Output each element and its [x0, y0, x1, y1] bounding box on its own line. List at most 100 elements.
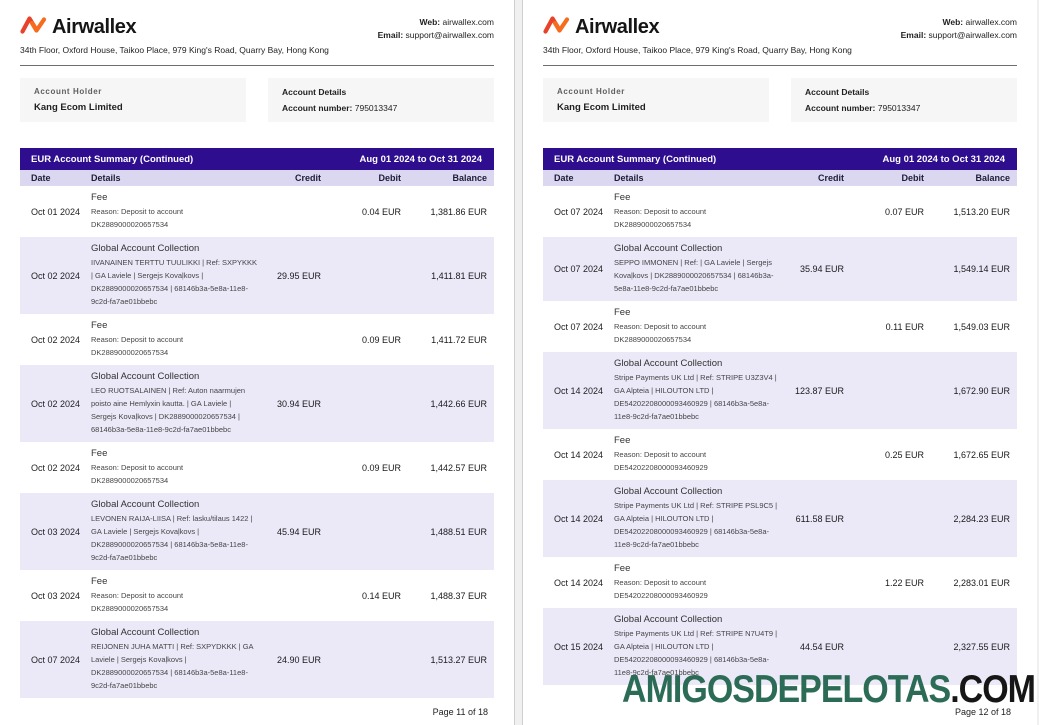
transaction-details: Fee Reason: Deposit to account DK28890000… — [91, 186, 251, 237]
column-header-balance: Balance — [975, 173, 1010, 183]
transaction-detail-lines: SEPPO IMMONEN | Ref: | GA Laviele | Serg… — [614, 256, 774, 295]
table-row: Oct 03 2024 Global Account Collection LE… — [20, 493, 494, 570]
table-rows: Oct 07 2024 Fee Reason: Deposit to accou… — [543, 186, 1017, 685]
transaction-details: Fee Reason: Deposit to account DK28890000… — [614, 301, 774, 352]
transaction-detail-line: DK2889000020657534 — [91, 348, 169, 357]
transaction-details: Global Account Collection REIJONEN JUHA … — [91, 621, 254, 698]
web-value: airwallex.com — [965, 17, 1018, 27]
column-header-details: Details — [91, 173, 121, 183]
watermark-suffix-text: .COM — [950, 667, 1036, 712]
transaction-detail-lines: Stripe Payments UK Ltd | Ref: STRIPE PSL… — [614, 499, 778, 551]
transaction-detail-line: Stripe Payments UK Ltd | Ref: STRIPE PSL… — [614, 501, 778, 510]
transaction-detail-line: GA Alpteia | HILOUTON LTD | — [614, 514, 714, 523]
transaction-detail-line: Reason: Deposit to account — [614, 450, 707, 459]
transaction-date: Oct 02 2024 — [31, 334, 81, 345]
airwallex-logo: Airwallex — [543, 14, 660, 40]
transaction-balance: 1,672.65 EUR — [953, 449, 1010, 460]
transaction-credit: 29.95 EUR — [276, 270, 321, 281]
transaction-credit: 35.94 EUR — [799, 264, 844, 274]
account-number-value: 795013347 — [877, 103, 921, 113]
transaction-details: Fee Reason: Deposit to account DK28890000… — [91, 314, 251, 365]
transaction-balance: 1,411.72 EUR — [431, 334, 487, 345]
transaction-date: Oct 14 2024 — [554, 513, 604, 524]
transaction-details: Fee Reason: Deposit to account DK28890000… — [91, 570, 251, 621]
transaction-detail-lines: Reason: Deposit to account DE542022080000… — [614, 448, 774, 474]
transaction-details: Fee Reason: Deposit to account DK28890000… — [614, 186, 774, 237]
watermark-main-text: AMIGOSDEPELOTAS — [622, 667, 951, 712]
web-line: Web: airwallex.com — [419, 17, 495, 27]
transaction-type: Fee — [614, 307, 631, 318]
transaction-detail-line: 9c2d-fa7ae01bbebc — [91, 297, 158, 306]
account-number-line: Account number: 795013347 — [805, 103, 921, 113]
transaction-detail-line: 11e8-9c2d-fa7ae01bbebc — [614, 412, 699, 421]
transaction-type: Fee — [91, 576, 108, 587]
transaction-detail-line: DE54202208000093460929 | 68146b3a-5e8a- — [614, 399, 770, 408]
transaction-balance: 1,411.81 EUR — [431, 270, 487, 281]
transaction-details: Global Account Collection SEPPO IMMONEN … — [614, 237, 774, 301]
transaction-detail-line: GA Laviele | Sergejs Kovaļkovs | — [91, 527, 200, 536]
transaction-detail-line: Reason: Deposit to account — [91, 463, 184, 472]
table-row: Oct 14 2024 Fee Reason: Deposit to accou… — [543, 557, 1017, 608]
transaction-credit: 30.94 EUR — [276, 398, 321, 409]
table-row: Oct 07 2024 Global Account Collection RE… — [20, 621, 494, 698]
transaction-type: Global Account Collection — [614, 486, 723, 497]
table-row: Oct 14 2024 Global Account Collection St… — [543, 352, 1017, 429]
transaction-detail-line: LEO RUOTSALAINEN | Ref: Auton naarmujen — [91, 386, 246, 395]
transaction-date: Oct 02 2024 — [31, 398, 81, 409]
transaction-detail-line: DE54202208000093460929 | 68146b3a-5e8a- — [614, 655, 770, 664]
email-line: Email: support@airwallex.com — [377, 30, 494, 40]
table-rows: Oct 01 2024 Fee Reason: Deposit to accou… — [20, 186, 494, 698]
account-summary-table: EUR Account Summary (Continued) Aug 01 2… — [20, 148, 494, 698]
transaction-date: Oct 07 2024 — [554, 264, 604, 274]
transaction-detail-line: 11e8-9c2d-fa7ae01bbebc — [614, 668, 699, 677]
transaction-detail-line: 9c2d-fa7ae01bbebc — [91, 681, 158, 690]
column-header-credit: Credit — [817, 173, 844, 183]
transaction-date: Oct 03 2024 — [31, 590, 81, 601]
table-row: Oct 15 2024 Global Account Collection St… — [543, 608, 1017, 685]
page-number: Page 11 of 18 — [432, 707, 488, 717]
transaction-debit: 0.09 EUR — [361, 334, 401, 345]
transaction-type: Global Account Collection — [91, 499, 200, 510]
transaction-balance: 1,488.51 EUR — [430, 526, 487, 537]
transaction-detail-line: DE54202208000093460929 — [614, 591, 708, 600]
account-details-label: Account Details — [282, 87, 347, 97]
transaction-detail-lines: Reason: Deposit to account DK288900002065… — [614, 205, 774, 231]
transaction-date: Oct 03 2024 — [31, 526, 81, 537]
transaction-balance: 2,327.55 EUR — [953, 641, 1010, 652]
transaction-balance: 2,283.01 EUR — [953, 577, 1010, 588]
transaction-detail-lines: LEO RUOTSALAINEN | Ref: Auton naarmujen p… — [91, 384, 251, 436]
transaction-detail-lines: Stripe Payments UK Ltd | Ref: STRIPE U3Z… — [614, 371, 777, 423]
transaction-detail-line: Laviele | Sergejs Kovaļkovs | — [91, 655, 187, 664]
contact-block: Web: airwallex.com Email: support@airwal… — [901, 14, 1017, 42]
header-divider — [20, 65, 494, 66]
table-row: Oct 02 2024 Global Account Collection II… — [20, 237, 494, 314]
transaction-detail-lines: IIVANAINEN TERTTU TUULIKKI | Ref: SXPYKK… — [91, 256, 257, 308]
transaction-detail-line: DK2889000020657534 — [614, 220, 692, 229]
transaction-detail-line: Reason: Deposit to account — [614, 322, 707, 331]
transaction-date: Oct 02 2024 — [31, 270, 81, 281]
transaction-detail-line: Sergejs Kovaļkovs | DK2889000020657534 | — [91, 412, 241, 421]
transaction-balance: 1,549.14 EUR — [953, 264, 1010, 274]
transaction-detail-line: Reason: Deposit to account — [614, 207, 707, 216]
transaction-detail-line: DK2889000020657534 — [91, 604, 169, 613]
transaction-type: Global Account Collection — [91, 627, 200, 638]
transaction-details: Global Account Collection Stripe Payment… — [614, 352, 777, 429]
transaction-detail-line: GA Alpteia | HILOUTON LTD | — [614, 642, 714, 651]
transaction-debit: 1.22 EUR — [884, 577, 924, 588]
transaction-date: Oct 07 2024 — [554, 321, 604, 332]
company-address: 34th Floor, Oxford House, Taikoo Place, … — [543, 45, 852, 55]
transaction-type: Global Account Collection — [614, 358, 723, 369]
email-value: support@airwallex.com — [405, 30, 494, 40]
transaction-details: Global Account Collection LEVONEN RAIJA-… — [91, 493, 252, 570]
account-boxes: Account Holder Kang Ecom Limited Account… — [543, 78, 1017, 122]
transaction-credit: 611.58 EUR — [795, 513, 844, 524]
transaction-date: Oct 07 2024 — [554, 206, 604, 217]
transaction-debit: 0.04 EUR — [361, 206, 401, 217]
transaction-details: Global Account Collection Stripe Payment… — [614, 608, 777, 685]
transaction-debit: 0.14 EUR — [361, 590, 401, 601]
transaction-detail-line: GA Alpteia | HILOUTON LTD | — [614, 386, 714, 395]
table-row: Oct 14 2024 Fee Reason: Deposit to accou… — [543, 429, 1017, 480]
transaction-balance: 2,284.23 EUR — [953, 513, 1010, 524]
transaction-date: Oct 14 2024 — [554, 449, 604, 460]
